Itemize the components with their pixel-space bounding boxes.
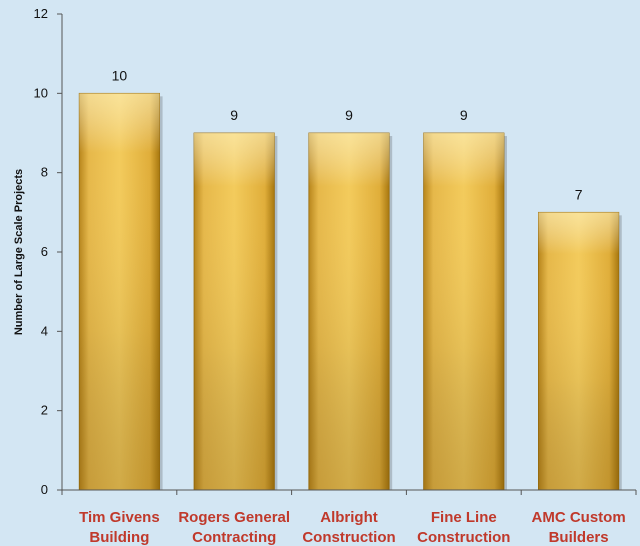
bar-shading xyxy=(308,133,390,490)
bar-shading xyxy=(538,212,619,491)
y-tick-label: 8 xyxy=(41,165,48,180)
category-label: Albright Construction xyxy=(302,509,395,546)
category-label-line: Building xyxy=(89,529,149,546)
category-label: Rogers General Contracting xyxy=(178,509,290,546)
bars xyxy=(78,92,622,491)
category-label-line: Albright xyxy=(320,509,378,526)
y-tick-label: 2 xyxy=(41,403,48,418)
data-label: 7 xyxy=(575,186,583,202)
data-label: 10 xyxy=(112,67,128,83)
category-label-line: Construction xyxy=(417,529,510,546)
category-label-line: Construction xyxy=(302,529,395,546)
category-label: AMC Custom Builders xyxy=(532,509,626,546)
data-labels: 10 9 9 9 7 xyxy=(112,67,583,202)
bar-shading xyxy=(194,133,275,490)
category-label-line: AMC Custom xyxy=(532,509,626,526)
y-tick-label: 12 xyxy=(34,6,48,21)
data-label: 9 xyxy=(460,107,468,123)
y-axis: 0 2 4 6 8 10 12 xyxy=(34,6,63,497)
y-tick-label: 6 xyxy=(41,244,48,259)
category-label-line: Builders xyxy=(549,529,609,546)
category-label-line: Tim Givens xyxy=(79,509,160,526)
category-label-line: Contracting xyxy=(192,529,276,546)
y-tick-label: 4 xyxy=(41,323,48,338)
y-tick-label: 0 xyxy=(41,482,48,497)
bar-shading xyxy=(79,93,160,490)
category-label: Tim Givens Building xyxy=(79,509,160,546)
bar-shading xyxy=(423,133,504,490)
category-label: Fine Line Construction xyxy=(417,509,510,546)
data-label: 9 xyxy=(345,107,353,123)
data-label: 9 xyxy=(230,107,238,123)
y-tick-label: 10 xyxy=(34,85,48,100)
category-label-line: Fine Line xyxy=(431,509,497,526)
x-axis: Tim Givens Building Rogers General Contract… xyxy=(61,489,637,546)
y-axis-title: Number of Large Scale Projects xyxy=(13,169,25,335)
category-label-line: Rogers General xyxy=(178,509,290,526)
